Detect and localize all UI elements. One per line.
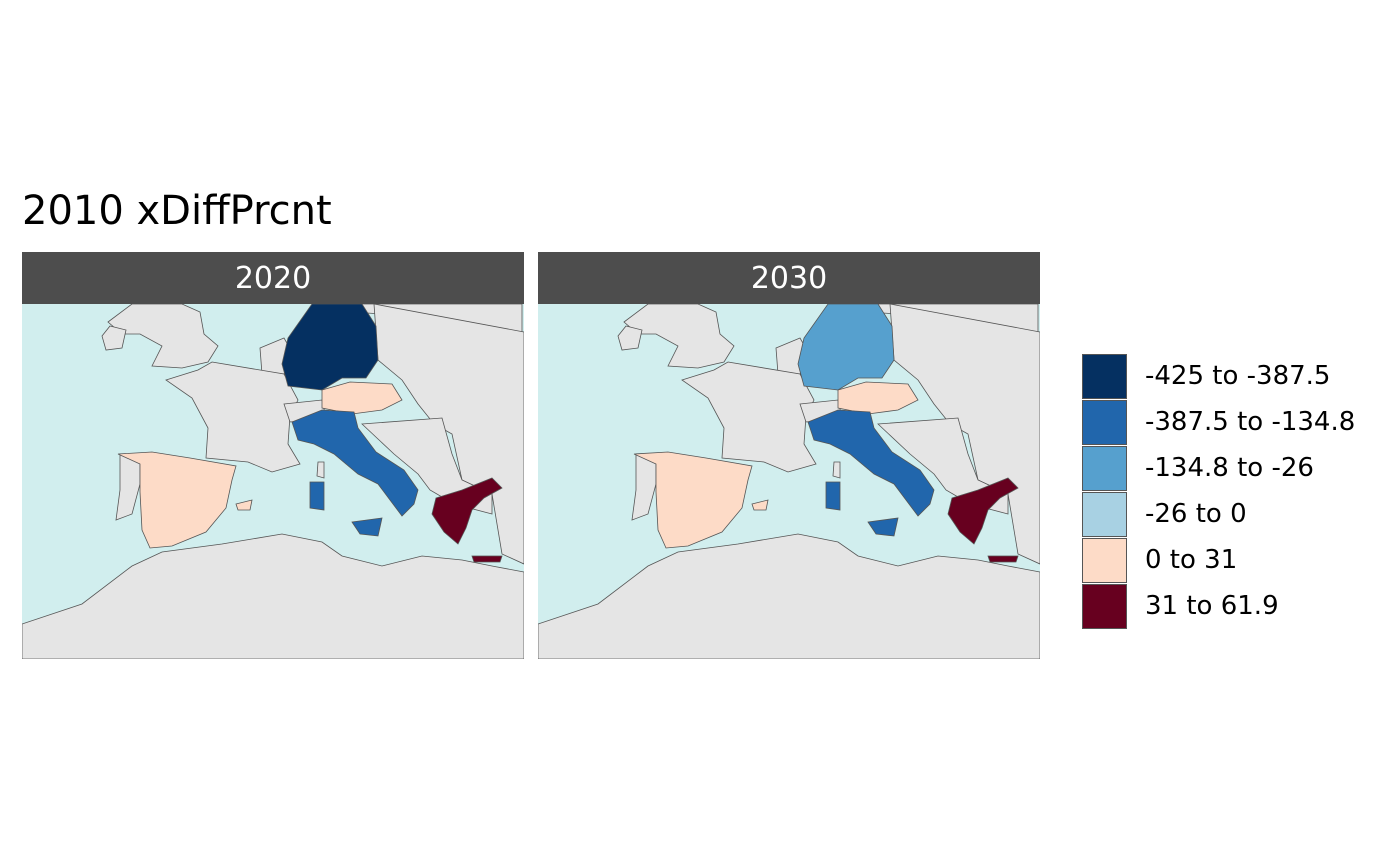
spain	[633, 451, 753, 549]
eastern-europe	[889, 304, 1040, 565]
crete	[471, 555, 503, 563]
balearic-islands	[751, 499, 769, 511]
legend-swatch	[1082, 537, 1127, 583]
corsica	[316, 461, 325, 479]
legend-item: -26 to 0	[1082, 491, 1355, 537]
spain	[117, 451, 237, 549]
greece	[947, 477, 1019, 545]
facet-panel-2020: 2020	[22, 252, 524, 659]
italy	[291, 409, 419, 517]
facet-strip-label: 2020	[22, 252, 524, 304]
crete	[987, 555, 1019, 563]
legend-swatch	[1082, 353, 1127, 399]
austria	[837, 381, 919, 415]
sardinia	[825, 481, 841, 511]
balkans	[361, 417, 493, 515]
legend-label: -134.8 to -26	[1145, 453, 1314, 483]
legend-swatch	[1082, 445, 1127, 491]
facet-panel-2030: 2030	[538, 252, 1040, 659]
legend-swatch	[1082, 491, 1127, 537]
legend-item: 31 to 61.9	[1082, 583, 1355, 629]
germany	[797, 304, 895, 391]
north-africa	[538, 533, 1040, 659]
legend-item: 0 to 31	[1082, 537, 1355, 583]
corsica	[832, 461, 841, 479]
data-countries	[633, 304, 1019, 563]
legend-swatch	[1082, 583, 1127, 629]
base-land	[22, 304, 524, 659]
legend: -425 to -387.5 -387.5 to -134.8 -134.8 to …	[1082, 353, 1355, 629]
sicily	[351, 517, 383, 537]
legend-swatch	[1082, 399, 1127, 445]
legend-item: -134.8 to -26	[1082, 445, 1355, 491]
greece	[431, 477, 503, 545]
austria	[321, 381, 403, 415]
sicily	[867, 517, 899, 537]
legend-item: -425 to -387.5	[1082, 353, 1355, 399]
choropleth-map	[538, 304, 1040, 659]
sardinia	[309, 481, 325, 511]
italy	[807, 409, 935, 517]
base-land	[538, 304, 1040, 659]
balearic-islands	[235, 499, 253, 511]
legend-label: -425 to -387.5	[1145, 361, 1331, 391]
north-africa	[22, 533, 524, 659]
balkans	[877, 417, 1009, 515]
ireland	[617, 325, 643, 351]
choropleth-map	[22, 304, 524, 659]
britain	[623, 304, 735, 369]
eastern-europe	[373, 304, 524, 565]
legend-item: -387.5 to -134.8	[1082, 399, 1355, 445]
legend-label: 31 to 61.9	[1145, 591, 1279, 621]
legend-label: -26 to 0	[1145, 499, 1247, 529]
legend-label: -387.5 to -134.8	[1145, 407, 1356, 437]
data-countries	[117, 304, 503, 563]
germany	[281, 304, 379, 391]
britain	[107, 304, 219, 369]
legend-label: 0 to 31	[1145, 545, 1238, 575]
map-title: 2010 xDiffPrcnt	[22, 188, 332, 234]
ireland	[101, 325, 127, 351]
facet-strip-label: 2030	[538, 252, 1040, 304]
